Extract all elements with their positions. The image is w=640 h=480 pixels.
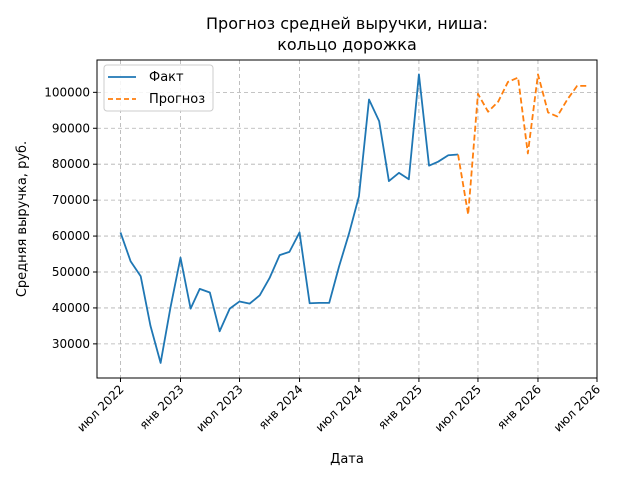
plot-frame — [96, 59, 598, 379]
legend: Факт Прогноз — [103, 64, 214, 112]
x-tick-label: июл 2022 — [74, 382, 126, 434]
x-axis-label: Дата — [330, 452, 364, 467]
series-layer — [119, 73, 588, 364]
x-tick-label: июл 2023 — [193, 382, 245, 434]
legend-label-forecast: Прогноз — [149, 92, 205, 107]
x-tick-label: июл 2026 — [551, 382, 603, 434]
x-tick-label: янв 2024 — [256, 382, 306, 432]
y-tick-label: 90000 — [52, 121, 90, 135]
grid — [97, 60, 598, 378]
y-axis-label: Средняя выручка, руб. — [15, 141, 30, 297]
y-tick-label: 40000 — [52, 301, 90, 315]
series-line-fact — [119, 73, 459, 364]
y-tick-label: 30000 — [52, 337, 90, 351]
y-tick-label: 70000 — [52, 193, 90, 207]
y-tick-label: 60000 — [52, 229, 90, 243]
chart-title-line-2: кольцо дорожка — [277, 35, 417, 54]
legend-label-fact: Факт — [149, 70, 184, 85]
x-tick-label: янв 2026 — [494, 382, 544, 432]
x-tick-label: янв 2025 — [375, 382, 425, 432]
x-tick-label: янв 2023 — [137, 382, 187, 432]
chart-title-line-1: Прогноз средней выручки, ниша: — [206, 14, 488, 33]
y-tick-label: 100000 — [44, 85, 90, 99]
x-tick-label: июл 2024 — [313, 382, 365, 434]
x-axis: июл 2022 янв 2023 июл 2023 янв 2024 июл 2024… — [74, 378, 603, 435]
y-axis: 30000 40000 50000 60000 70000 80000 90000 10000… — [44, 85, 97, 351]
series-line-forecast — [457, 73, 588, 216]
x-tick-label: июл 2025 — [432, 382, 484, 434]
y-tick-label: 80000 — [52, 157, 90, 171]
y-tick-label: 50000 — [52, 265, 90, 279]
